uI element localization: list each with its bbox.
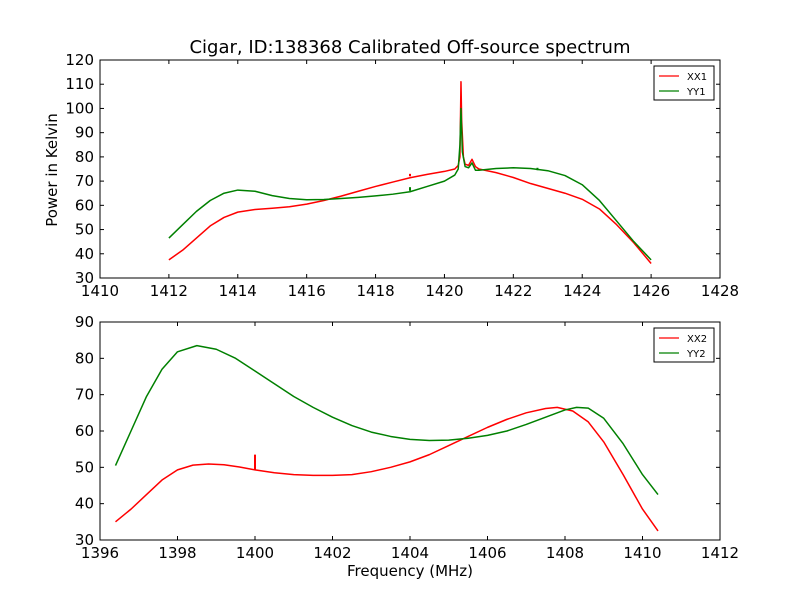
x-tick-label: 1420 (425, 282, 463, 300)
x-tick-label: 1428 (701, 282, 739, 300)
legend-label-yy1: YY1 (686, 87, 706, 98)
y-tick-label: 60 (75, 422, 94, 440)
plot-frame (99, 59, 721, 279)
y-tick-label: 100 (65, 99, 94, 117)
x-tick-label: 1410 (623, 544, 661, 562)
x-tick-label: 1422 (494, 282, 532, 300)
legend-box (653, 65, 715, 101)
x-tick-label: 1410 (81, 282, 119, 300)
y-tick-label: 50 (75, 458, 94, 476)
x-axis-label: Frequency (MHz) (347, 562, 473, 580)
x-tick-label: 1406 (468, 544, 506, 562)
x-tick-label: 1398 (158, 544, 196, 562)
x-tick-label: 1404 (391, 544, 429, 562)
x-tick-label: 1396 (81, 544, 119, 562)
y-tick-label: 110 (65, 75, 94, 93)
y-tick-label: 30 (75, 269, 94, 287)
y-tick-label: 70 (75, 172, 94, 190)
x-tick-label: 1424 (563, 282, 601, 300)
legend-label-yy2: YY2 (686, 349, 706, 360)
legend-label-xx1: XX1 (687, 72, 707, 83)
x-tick-label: 1400 (236, 544, 274, 562)
legend-label-xx2: XX2 (687, 334, 707, 345)
x-tick-label: 1418 (356, 282, 394, 300)
y-tick-label: 120 (65, 51, 94, 69)
chart-title: Cigar, ID:138368 Calibrated Off-source s… (189, 37, 630, 58)
y-tick-label: 60 (75, 196, 94, 214)
y-tick-label: 80 (75, 349, 94, 367)
x-tick-label: 1402 (313, 544, 351, 562)
top-subplot: 1410 1412 1414 1416 1418 1420 1422 1424 1426 1428… (65, 51, 739, 300)
y-tick-label: 40 (75, 245, 94, 263)
x-tick-label: 1412 (701, 544, 739, 562)
x-tick-label: 1408 (546, 544, 584, 562)
y-tick-label: 80 (75, 148, 94, 166)
y-tick-label: 90 (75, 124, 94, 142)
y-tick-label: 40 (75, 495, 94, 513)
x-tick-label: 1414 (219, 282, 257, 300)
y-tick-label: 70 (75, 386, 94, 404)
bottom-subplot: 1396 1398 1400 1402 1404 1406 1408 1410 1412 30 40… (75, 313, 739, 562)
series-line-xx2 (115, 406, 659, 532)
y-tick-label: 50 (75, 221, 94, 239)
x-tick-label: 1416 (288, 282, 326, 300)
x-tick-label: 1412 (150, 282, 188, 300)
y-tick-label: 90 (75, 313, 94, 331)
legend-box (653, 327, 715, 363)
y-axis-label: Power in Kelvin (43, 113, 61, 227)
y-tick-label: 30 (75, 531, 94, 549)
series-line-yy2 (114, 344, 659, 496)
x-tick-label: 1426 (632, 282, 670, 300)
series-line-yy1 (168, 107, 652, 261)
